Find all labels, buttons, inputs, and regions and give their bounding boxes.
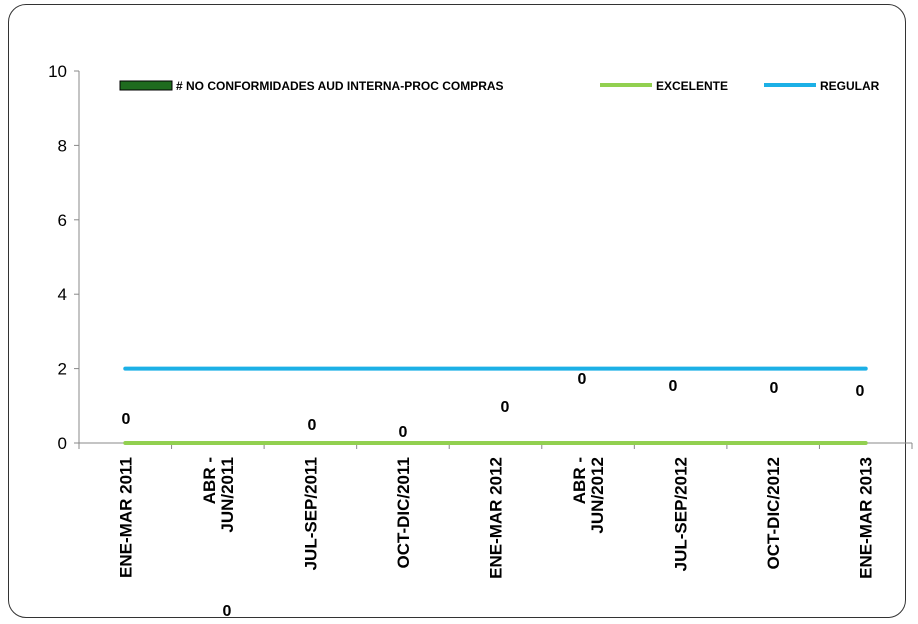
x-tick-label-line: ENE-MAR 2011 <box>116 457 135 578</box>
x-tick-label: JUL-SEP/2012 <box>672 457 691 571</box>
y-tick-label: 10 <box>48 62 67 81</box>
data-label: 0 <box>578 371 587 388</box>
series-layer <box>123 366 868 445</box>
legend-label: # NO CONFORMIDADES AUD INTERNA-PROC COMP… <box>176 79 504 93</box>
data-labels: 0 0 0 0 0 0 0 0 0 <box>122 371 865 620</box>
data-label: 0 <box>122 411 131 428</box>
x-tick-label-line: ENE-MAR 2013 <box>857 457 876 579</box>
x-tick-label: ENE-MAR 2012 <box>487 457 506 579</box>
x-tick-label: JUL-SEP/2011 <box>301 457 320 570</box>
x-tick-label-line: ABR - <box>570 457 589 504</box>
data-label: 0 <box>223 603 232 620</box>
legend: # NO CONFORMIDADES AUD INTERNA-PROC COMP… <box>119 79 880 93</box>
x-axis: ENE-MAR 2011 ABR - JUN/2011 JUL-SEP/2011 OCT… <box>78 442 913 579</box>
y-tick-label: 0 <box>58 434 67 453</box>
x-tick-label-line: ABR - <box>200 457 219 504</box>
x-tick-label-line: JUL-SEP/2012 <box>672 457 691 571</box>
legend-swatch-bar <box>119 80 173 91</box>
x-tick-label: ENE-MAR 2011 <box>116 457 135 578</box>
y-tick-label: 2 <box>58 360 67 379</box>
chart-frame <box>8 4 906 618</box>
x-tick-label-line: JUL-SEP/2011 <box>301 457 320 570</box>
x-tick-label-line: JUN/2012 <box>588 457 607 534</box>
x-tick-label-line: ENE-MAR 2012 <box>487 457 506 579</box>
data-label: 0 <box>770 380 779 397</box>
legend-label: REGULAR <box>820 79 880 93</box>
data-label: 0 <box>399 424 408 441</box>
y-axis: 0 2 4 6 8 10 <box>48 62 80 453</box>
data-label: 0 <box>856 383 865 400</box>
x-tick-label: OCT-DIC/2012 <box>764 457 783 569</box>
x-tick-label-line: OCT-DIC/2012 <box>764 457 783 569</box>
data-label: 0 <box>669 378 678 395</box>
x-tick-label: ENE-MAR 2013 <box>857 457 876 579</box>
x-tick-label: ABR - JUN/2011 <box>200 457 237 533</box>
x-tick-label: ABR - JUN/2012 <box>570 457 607 534</box>
data-label: 0 <box>501 399 510 416</box>
x-tick-label-line: JUN/2011 <box>218 457 237 533</box>
y-tick-label: 4 <box>58 285 67 304</box>
legend-label: EXCELENTE <box>656 79 728 93</box>
y-tick-label: 6 <box>58 211 67 230</box>
x-tick-label-line: OCT-DIC/2011 <box>394 457 413 569</box>
x-tick-label: OCT-DIC/2011 <box>394 457 413 569</box>
y-tick-label: 8 <box>58 136 67 155</box>
data-label: 0 <box>308 417 317 434</box>
